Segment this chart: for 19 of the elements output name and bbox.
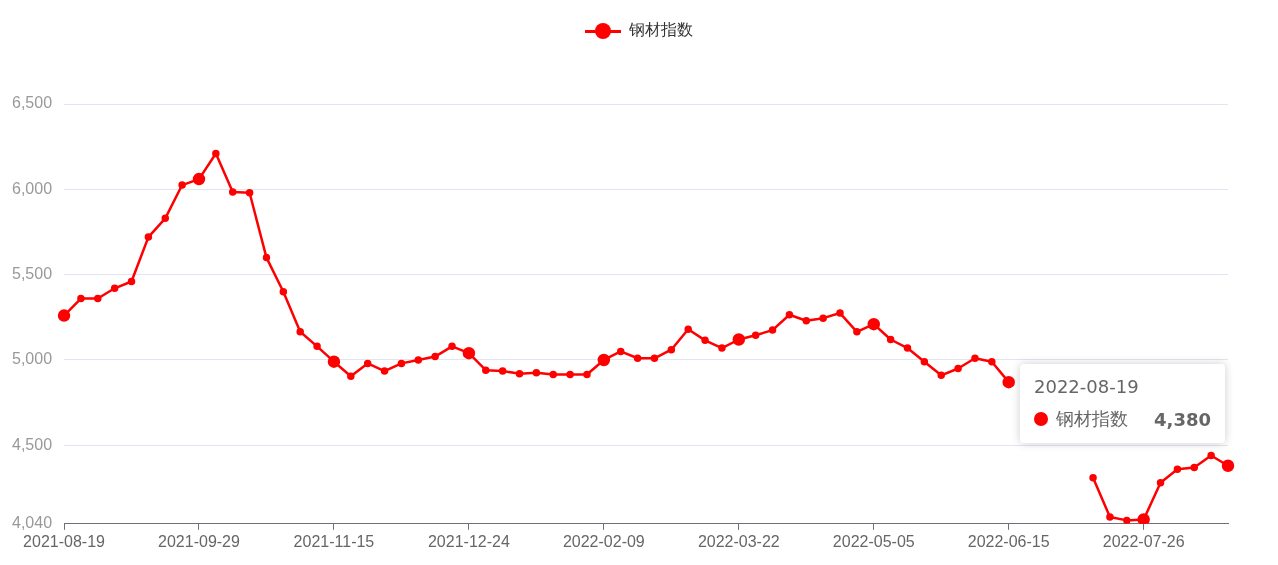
- y-tick-label: 5,000: [11, 350, 53, 368]
- y-tick-label: 4,500: [11, 435, 53, 453]
- x-tick-label: 2021-09-29: [158, 532, 241, 550]
- x-tick-label: 2021-11-15: [293, 532, 375, 550]
- x-tick-label: 2022-02-09: [562, 532, 645, 550]
- annotation: 4,380: [1154, 408, 1211, 430]
- x-tick-label: 2022-05-05: [832, 532, 915, 550]
- annotation: 2022-08-19: [1034, 376, 1140, 397]
- y-tick-label: 6,500: [11, 94, 53, 112]
- y-tick-label: 6,000: [11, 179, 53, 197]
- x-tick-label: 2022-03-22: [697, 532, 780, 550]
- x-tick-label: 2022-06-15: [967, 532, 1050, 550]
- x-tick-label: 2022-07-26: [1102, 532, 1185, 550]
- legend-label: 钢材指数: [629, 20, 693, 41]
- x-tick-label: 2021-12-24: [427, 532, 510, 550]
- y-tick-label: 4,040: [11, 514, 53, 532]
- y-tick-label: 5,500: [11, 265, 53, 283]
- text: 钢材指数: [1056, 408, 1128, 429]
- x-tick-label: 2021-08-19: [23, 532, 106, 550]
